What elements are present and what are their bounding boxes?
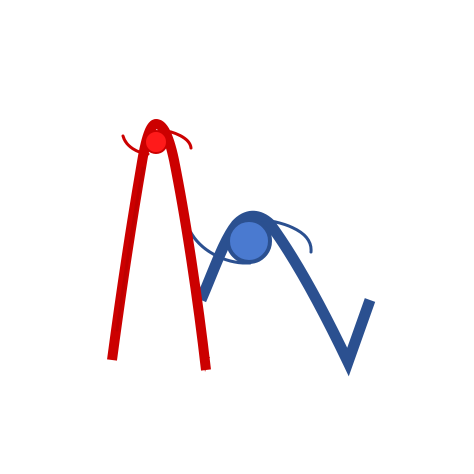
blue-figure-right-arm bbox=[248, 217, 313, 254]
red-figure-head bbox=[144, 130, 168, 154]
blue-figure-head bbox=[226, 218, 272, 264]
blue-figure-body bbox=[195, 210, 376, 377]
red-figure-right-arm bbox=[157, 128, 193, 150]
red-figure-left-arm bbox=[121, 134, 150, 156]
red-figure-foot bbox=[203, 356, 210, 372]
red-figure-body bbox=[107, 119, 211, 371]
red-figure-body-shade bbox=[115, 166, 145, 332]
blue-figure bbox=[188, 210, 376, 377]
red-figure bbox=[107, 119, 211, 372]
